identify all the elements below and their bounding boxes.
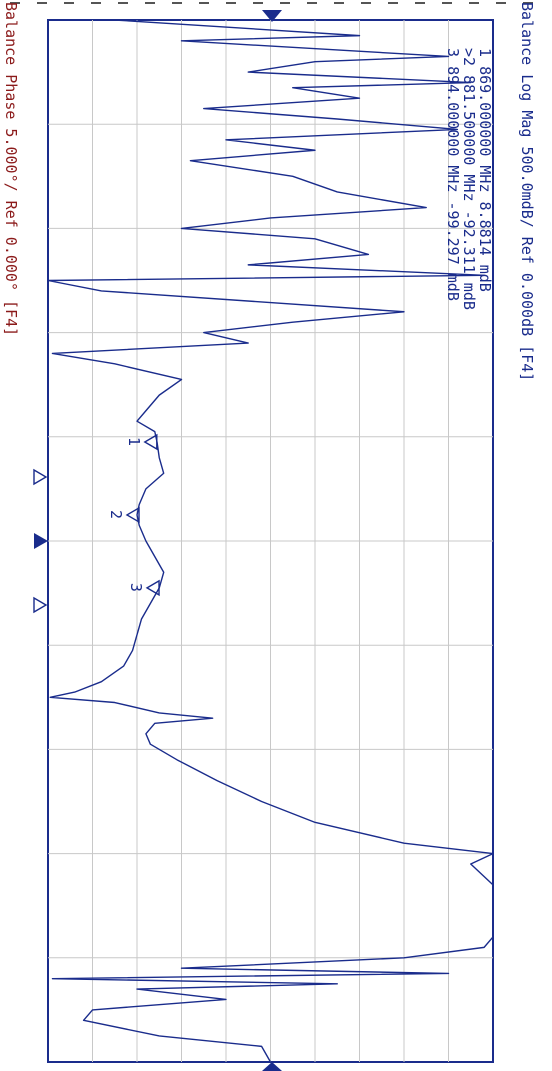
top-dash-segment <box>523 2 533 4</box>
trace2-label: Balance Phase 5.000°/ Ref 0.000° [F4] <box>2 2 20 336</box>
plot-area: 1 2 3 <box>47 19 494 1063</box>
top-dash-segment <box>145 2 155 4</box>
phase-marker-open-1-icon <box>33 468 48 486</box>
marker-1-icon <box>143 433 158 451</box>
reference-arrow-bottom-icon <box>262 1062 282 1071</box>
phase-marker-open-3-icon <box>33 596 48 614</box>
top-dash-segment <box>10 2 20 4</box>
top-dash-segment <box>280 2 290 4</box>
marker-readout-line-2: >2 881.500000 MHz -92.311 mdB <box>460 48 478 310</box>
top-dash-segment <box>388 2 398 4</box>
top-dash-segment <box>118 2 128 4</box>
marker-readout-line-3: 3 894.000000 MHz -99.297 mdB <box>444 48 462 301</box>
marker-readout: 1 869.000000 MHz 8.8814 mdB >2 881.50000… <box>444 48 494 310</box>
marker-2-label: 2 <box>107 510 125 519</box>
top-dash-segment <box>307 2 317 4</box>
marker-2: 2 <box>107 506 140 524</box>
marker-3-label: 3 <box>127 583 145 592</box>
marker-3-icon <box>145 579 160 597</box>
marker-1: 1 <box>125 433 158 451</box>
series-layer <box>47 19 494 1063</box>
top-dash-segment <box>172 2 182 4</box>
series-line-1 <box>47 19 494 1063</box>
top-dash-segment <box>361 2 371 4</box>
marker-1-label: 1 <box>125 437 143 446</box>
top-dash-segment <box>37 2 47 4</box>
top-dash-segment <box>199 2 209 4</box>
top-dash-segment <box>442 2 452 4</box>
top-dash-segment <box>469 2 479 4</box>
top-dash-segment <box>253 2 263 4</box>
top-dash-segment <box>496 2 506 4</box>
reference-arrow-top-icon <box>262 10 282 22</box>
top-dash-segment <box>64 2 74 4</box>
grid <box>48 20 493 1062</box>
marker-2-icon <box>125 506 140 524</box>
top-dashed-border <box>10 2 533 4</box>
trace1-label: Balance Log Mag 500.0mdB/ Ref 0.000dB [F… <box>518 2 536 381</box>
top-dash-segment <box>226 2 236 4</box>
marker-layer: 1 2 3 <box>107 433 160 597</box>
top-dash-segment <box>334 2 344 4</box>
phase-marker-active-icon <box>34 533 48 549</box>
marker-3: 3 <box>127 579 160 597</box>
marker-readout-line-1: 1 869.000000 MHz 8.8814 mdB <box>476 48 494 292</box>
top-dash-segment <box>91 2 101 4</box>
top-dash-segment <box>415 2 425 4</box>
